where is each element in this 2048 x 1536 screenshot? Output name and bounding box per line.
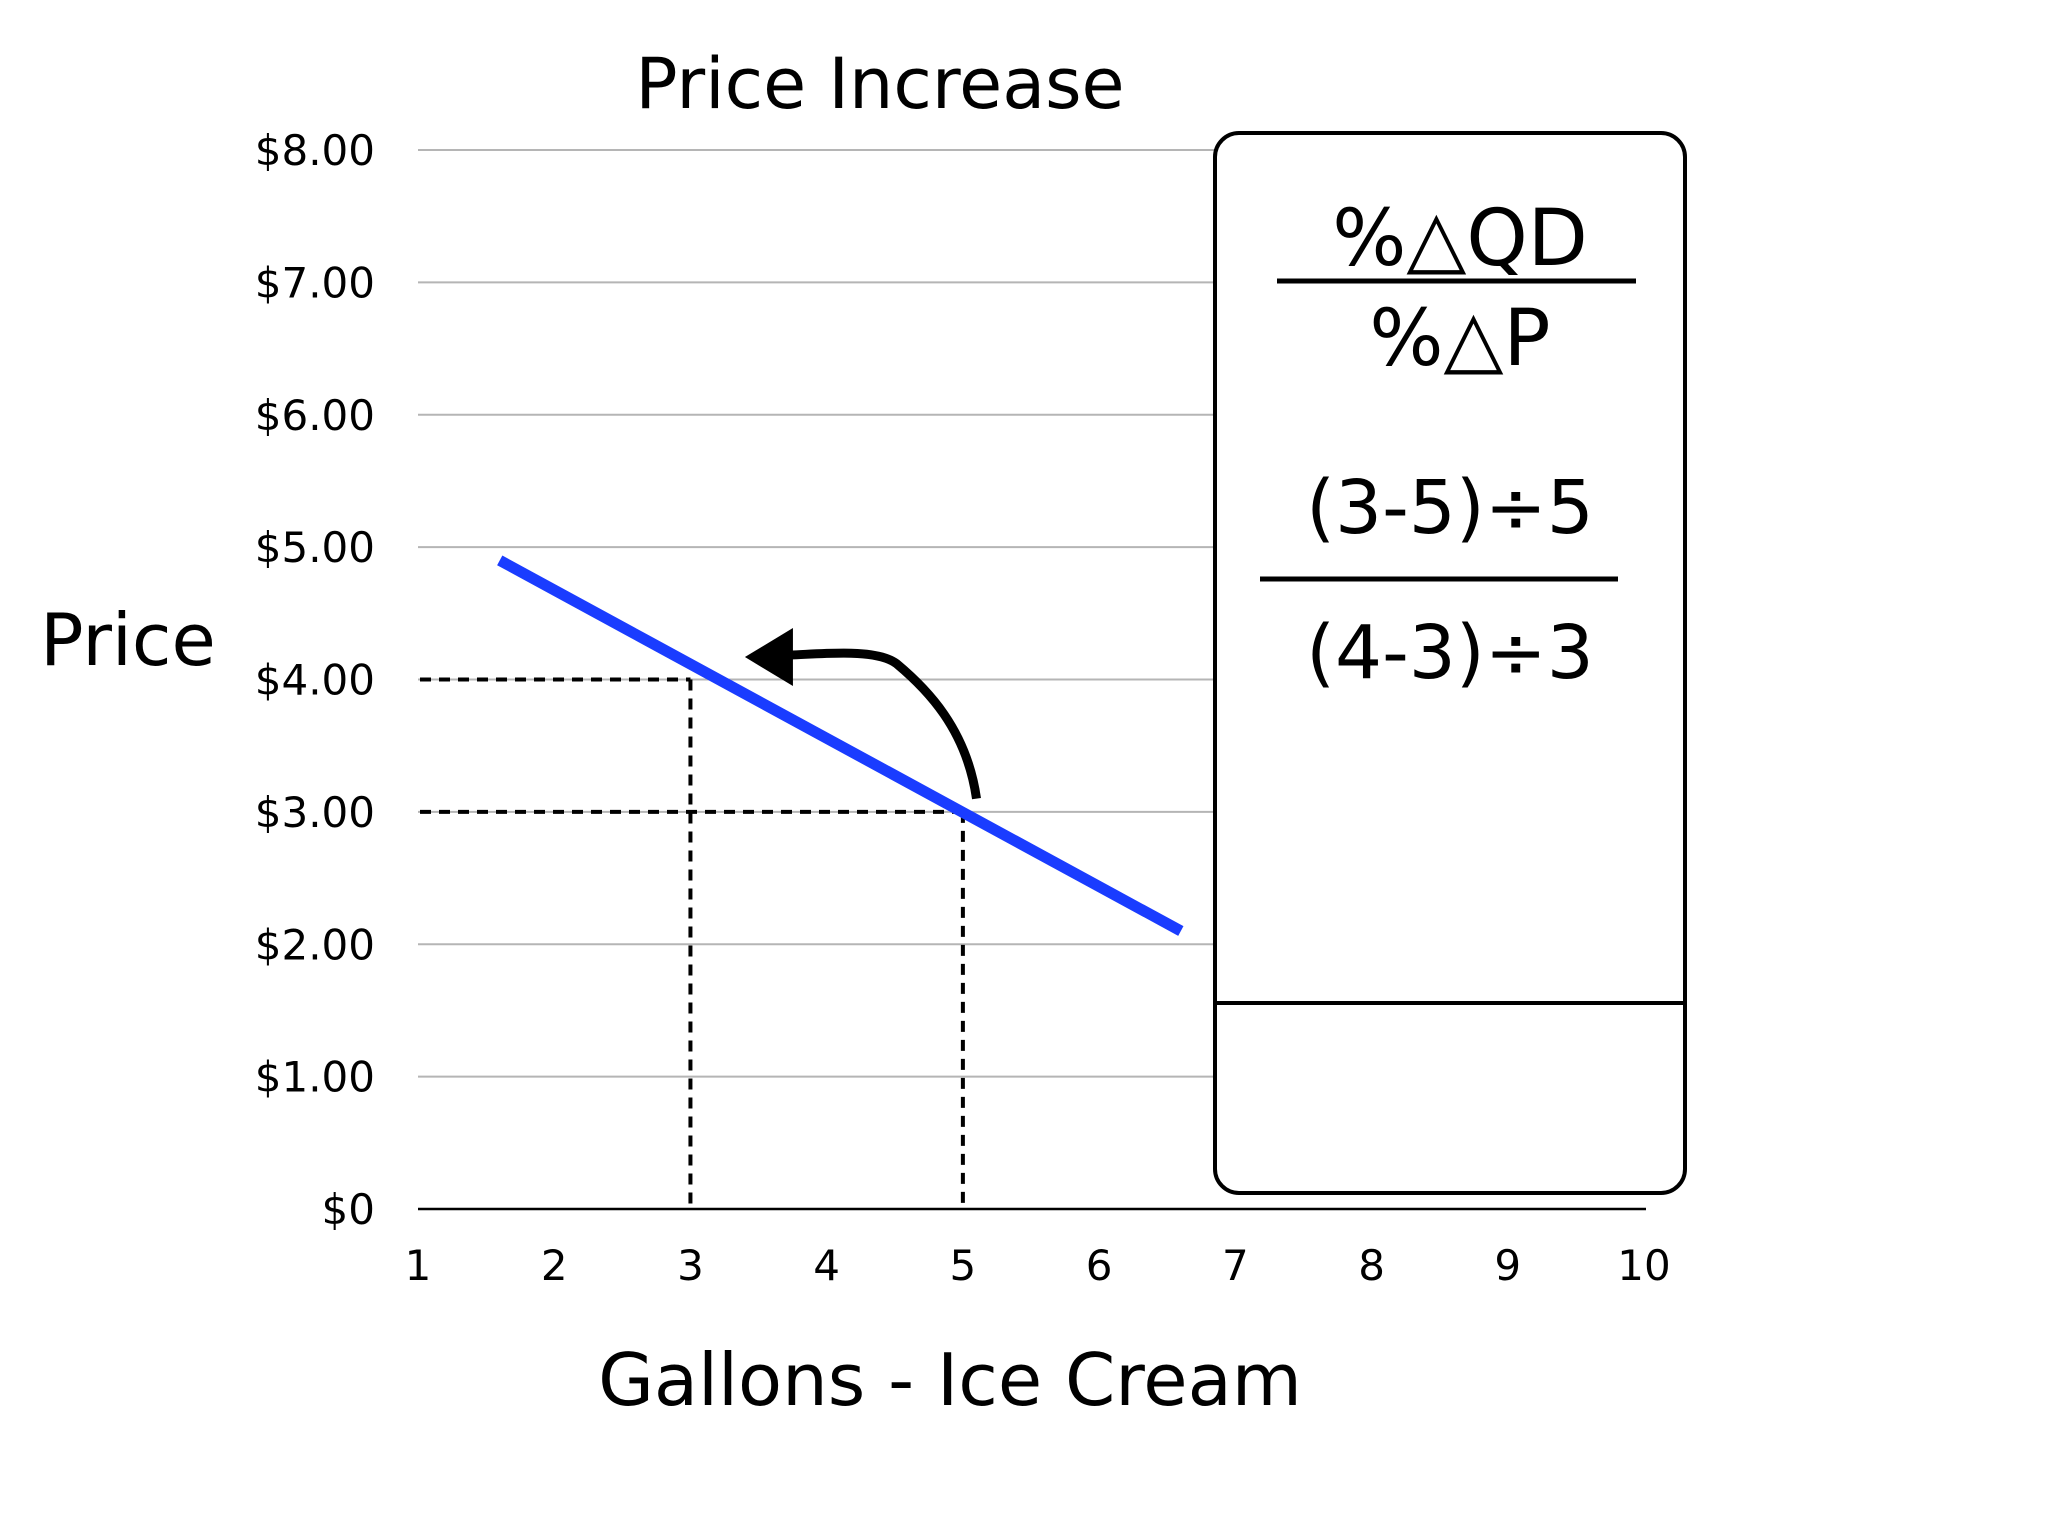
formula-box-frame — [1213, 131, 1687, 1195]
y-tick-label: $6.00 — [255, 391, 375, 440]
x-tick-label: 10 — [1617, 1241, 1670, 1290]
demand-series — [497, 555, 1184, 936]
x-tick-label: 9 — [1494, 1241, 1521, 1290]
x-tick-label: 5 — [950, 1241, 977, 1290]
formula-numerator: (3-5)÷5 — [1306, 465, 1594, 551]
x-axis-title: Gallons - Ice Cream — [598, 1338, 1302, 1422]
y-tick-label: $0 — [322, 1185, 375, 1234]
y-tick-label: $3.00 — [255, 788, 375, 837]
formula-box: %△QD %△P (3-5)÷5 (4-3)÷3 — [1213, 131, 1687, 1195]
x-tick-label: 8 — [1358, 1241, 1385, 1290]
y-tick-label: $4.00 — [255, 656, 375, 705]
change-arrow — [744, 628, 981, 800]
arrow-shaft — [789, 648, 981, 800]
y-axis-title: Price — [40, 598, 216, 682]
formula-denominator-label: %△P — [1369, 294, 1550, 384]
chart-title: Price Increase — [635, 43, 1124, 125]
x-tick-label: 1 — [405, 1241, 432, 1290]
x-tick-labels: 1 2 3 4 5 6 7 8 9 10 — [405, 1241, 1671, 1290]
x-tick-label: 3 — [677, 1241, 704, 1290]
x-tick-label: 2 — [541, 1241, 568, 1290]
y-tick-label: $2.00 — [255, 920, 375, 969]
formula-numerator-label: %△QD — [1332, 194, 1588, 284]
x-tick-label: 6 — [1086, 1241, 1113, 1290]
y-tick-labels: $0 $1.00 $2.00 $3.00 $4.00 $5.00 $6.00 $7.00 $8.… — [255, 126, 375, 1234]
y-tick-label: $5.00 — [255, 523, 375, 572]
y-tick-label: $7.00 — [255, 258, 375, 307]
formula-denominator: (4-3)÷3 — [1306, 610, 1594, 696]
x-tick-label: 7 — [1222, 1241, 1249, 1290]
demand-line — [497, 555, 1184, 936]
gridlines — [418, 149, 1646, 1211]
y-tick-label: $8.00 — [255, 126, 375, 175]
x-tick-label: 4 — [813, 1241, 840, 1290]
y-tick-label: $1.00 — [255, 1053, 375, 1102]
arrow-head — [744, 628, 793, 687]
reference-lines — [420, 677, 965, 1209]
